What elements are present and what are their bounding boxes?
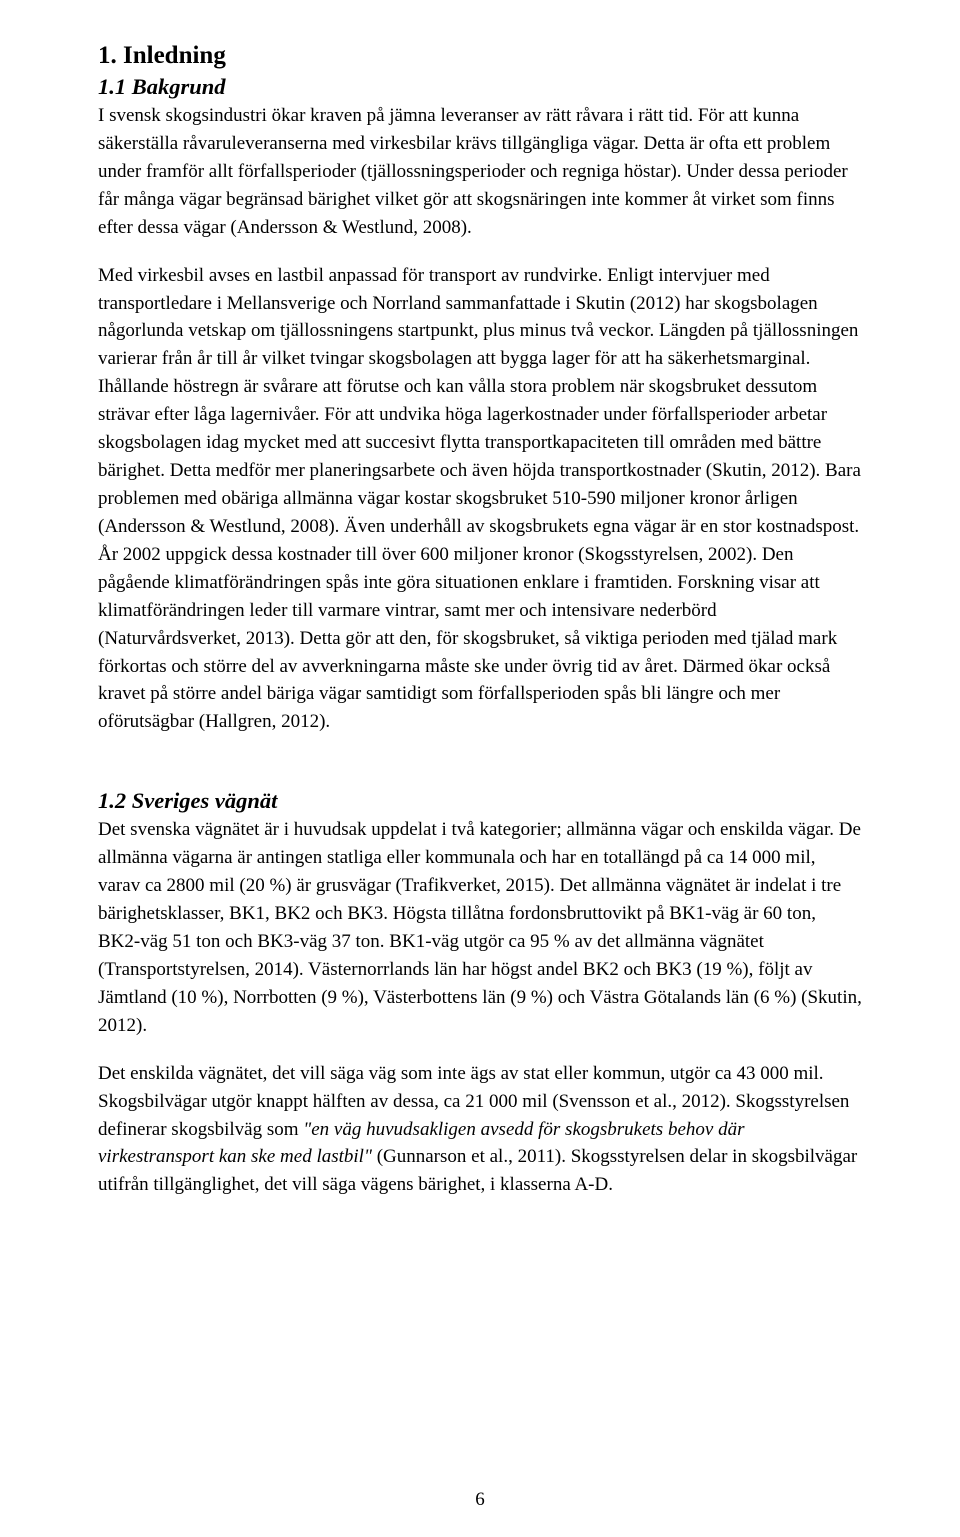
page-number: 6 — [0, 1489, 960, 1511]
heading-vagnat: 1.2 Sveriges vägnät — [98, 788, 862, 814]
paragraph-bakgrund-1: I svensk skogsindustri ökar kraven på jä… — [98, 102, 862, 242]
heading-inledning: 1. Inledning — [98, 42, 862, 70]
paragraph-vagnat-1: Det svenska vägnätet är i huvudsak uppde… — [98, 816, 862, 1039]
paragraph-bakgrund-2: Med virkesbil avses en lastbil anpassad … — [98, 262, 862, 737]
heading-bakgrund: 1.1 Bakgrund — [98, 74, 862, 100]
paragraph-vagnat-2: Det enskilda vägnätet, det vill säga väg… — [98, 1060, 862, 1200]
